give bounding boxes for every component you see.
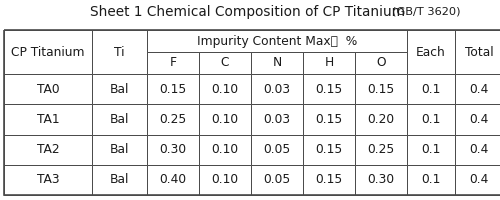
Bar	[199, 165, 251, 195]
Bar	[92, 134, 147, 165]
Bar	[199, 134, 251, 165]
Text: Sheet 1 Chemical Composition of CP Titanium: Sheet 1 Chemical Composition of CP Titan…	[90, 5, 406, 19]
Text: 0.4: 0.4	[470, 83, 488, 96]
Text: Bal: Bal	[110, 143, 129, 156]
Bar	[407, 165, 455, 195]
Text: H: H	[324, 56, 334, 70]
Text: 0.20: 0.20	[368, 113, 394, 126]
Text: Impurity Content Max，  %: Impurity Content Max， %	[197, 34, 357, 47]
Text: 0.03: 0.03	[264, 83, 290, 96]
Text: 0.10: 0.10	[212, 83, 238, 96]
Bar	[147, 74, 199, 104]
Text: 0.4: 0.4	[470, 173, 488, 186]
Text: 0.10: 0.10	[212, 143, 238, 156]
Text: 0.30: 0.30	[160, 143, 186, 156]
Text: 0.15: 0.15	[368, 83, 394, 96]
Bar	[4, 30, 500, 195]
Bar	[455, 104, 500, 134]
Text: 0.05: 0.05	[264, 143, 290, 156]
Bar	[4, 134, 92, 165]
Text: TA1: TA1	[36, 113, 60, 126]
Bar	[355, 74, 407, 104]
Bar	[4, 104, 92, 134]
Text: Bal: Bal	[110, 113, 129, 126]
Text: O: O	[376, 56, 386, 70]
Text: 0.4: 0.4	[470, 143, 488, 156]
Text: 0.1: 0.1	[422, 143, 440, 156]
Bar	[251, 134, 303, 165]
Text: 0.10: 0.10	[212, 173, 238, 186]
Text: C: C	[221, 56, 229, 70]
Bar	[355, 52, 407, 74]
Text: (GB/T 3620): (GB/T 3620)	[392, 7, 460, 17]
Bar	[4, 165, 92, 195]
Text: 0.15: 0.15	[316, 83, 342, 96]
Bar	[251, 52, 303, 74]
Bar	[92, 165, 147, 195]
Text: 0.15: 0.15	[316, 113, 342, 126]
Bar	[303, 52, 355, 74]
Bar	[251, 74, 303, 104]
Text: 0.1: 0.1	[422, 83, 440, 96]
Bar	[303, 134, 355, 165]
Text: 0.15: 0.15	[316, 173, 342, 186]
Text: F: F	[170, 56, 176, 70]
Bar	[455, 30, 500, 74]
Bar	[455, 165, 500, 195]
Text: 0.40: 0.40	[160, 173, 186, 186]
Bar	[355, 134, 407, 165]
Bar	[303, 104, 355, 134]
Bar	[199, 52, 251, 74]
Bar	[147, 134, 199, 165]
Bar	[92, 104, 147, 134]
Bar	[199, 104, 251, 134]
Bar	[251, 104, 303, 134]
Bar	[92, 30, 147, 74]
Bar	[355, 104, 407, 134]
Text: 0.1: 0.1	[422, 113, 440, 126]
Bar	[147, 52, 199, 74]
Bar	[407, 74, 455, 104]
Text: Bal: Bal	[110, 173, 129, 186]
Text: 0.1: 0.1	[422, 173, 440, 186]
Text: TA0: TA0	[36, 83, 60, 96]
Bar	[4, 74, 92, 104]
Text: 0.25: 0.25	[368, 143, 394, 156]
Text: TA2: TA2	[36, 143, 60, 156]
Bar	[303, 165, 355, 195]
Text: Each: Each	[416, 46, 446, 58]
Bar	[92, 74, 147, 104]
Bar	[455, 74, 500, 104]
Text: N: N	[272, 56, 281, 70]
Text: TA3: TA3	[36, 173, 60, 186]
Bar	[407, 104, 455, 134]
Bar	[147, 30, 407, 52]
Bar	[147, 165, 199, 195]
Text: Ti: Ti	[114, 46, 125, 58]
Bar	[147, 104, 199, 134]
Text: 0.10: 0.10	[212, 113, 238, 126]
Bar	[4, 30, 92, 74]
Text: 0.15: 0.15	[160, 83, 186, 96]
Bar	[407, 134, 455, 165]
Text: 0.25: 0.25	[160, 113, 186, 126]
Text: Bal: Bal	[110, 83, 129, 96]
Text: 0.03: 0.03	[264, 113, 290, 126]
Text: CP Titanium: CP Titanium	[11, 46, 85, 58]
Text: 0.4: 0.4	[470, 113, 488, 126]
Bar	[355, 165, 407, 195]
Bar	[455, 134, 500, 165]
Text: 0.30: 0.30	[368, 173, 394, 186]
Bar	[407, 30, 455, 74]
Bar	[251, 165, 303, 195]
Bar	[303, 74, 355, 104]
Text: 0.05: 0.05	[264, 173, 290, 186]
Text: Total: Total	[464, 46, 494, 58]
Bar	[199, 74, 251, 104]
Text: 0.15: 0.15	[316, 143, 342, 156]
